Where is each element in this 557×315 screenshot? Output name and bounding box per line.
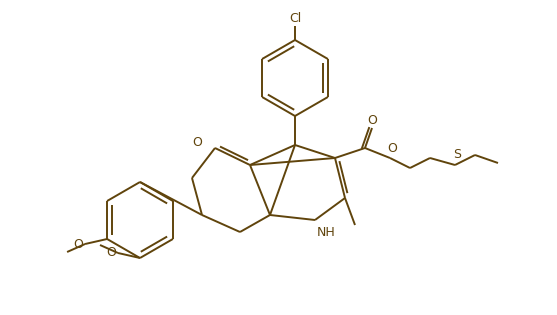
Text: NH: NH	[317, 226, 336, 238]
Text: O: O	[387, 141, 397, 154]
Text: O: O	[367, 114, 377, 128]
Text: O: O	[73, 238, 83, 250]
Text: O: O	[192, 136, 202, 150]
Text: Cl: Cl	[289, 13, 301, 26]
Text: S: S	[453, 148, 461, 162]
Text: O: O	[106, 247, 116, 260]
